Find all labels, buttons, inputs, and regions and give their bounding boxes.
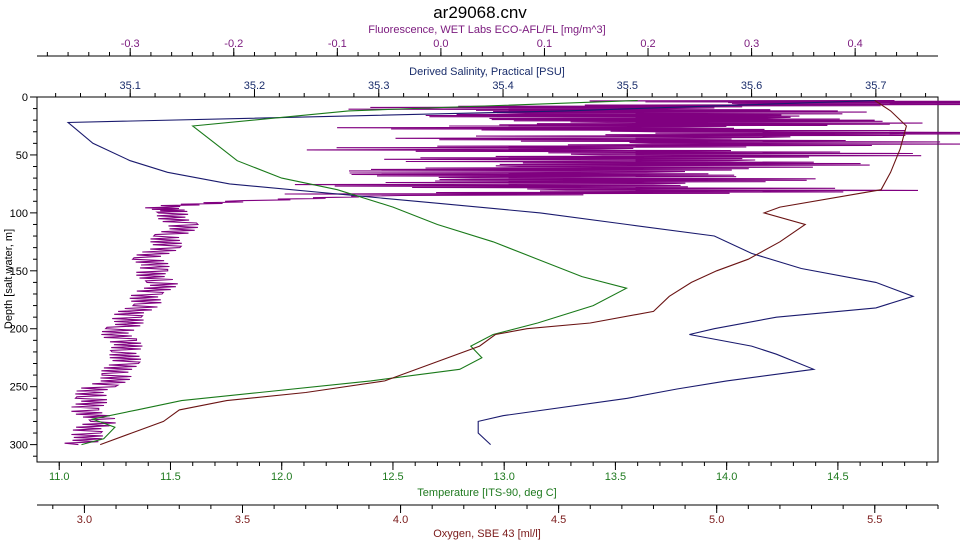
- depth-tick-label: 50: [16, 150, 28, 162]
- oxygen-tick-label: 4.0: [393, 514, 408, 526]
- depth-tick-label: 200: [10, 324, 28, 336]
- temperature-series-line: [81, 99, 638, 446]
- oxygen-axis-label: Oxygen, SBE 43 [ml/l]: [433, 528, 541, 540]
- depth-tick-label: 100: [10, 208, 28, 220]
- temperature-tick-label: 14.5: [827, 471, 848, 483]
- oxygen-tick-label: 5.5: [867, 514, 882, 526]
- fluorescence-axis-label: Fluorescence, WET Labs ECO-AFL/FL [mg/m^…: [368, 24, 605, 36]
- temperature-axis: 11.0 11.5 12.0 12.5 13.0 13.5 14.0 14.5 Temperat…: [37, 461, 938, 499]
- fluorescence-tick-label: 0.2: [640, 38, 655, 50]
- fluorescence-tick-label: 0.4: [848, 38, 863, 50]
- salinity-tick-label: 35.1: [119, 80, 140, 92]
- salinity-series-line: [66, 99, 915, 446]
- chart-title: ar29068.cnv: [433, 3, 527, 22]
- temperature-tick-label: 13.5: [605, 471, 626, 483]
- fluorescence-series-line: [64, 99, 960, 446]
- oxygen-tick-label: 4.5: [551, 514, 566, 526]
- series-layer: [64, 99, 960, 446]
- temperature-tick-label: 11.5: [160, 471, 181, 483]
- temperature-tick-label: 11.0: [49, 471, 70, 483]
- fluorescence-tick-label: 0.0: [433, 38, 448, 50]
- depth-tick-label: 250: [10, 382, 28, 394]
- fluorescence-tick-label: 0.3: [744, 38, 759, 50]
- temperature-tick-label: 12.5: [382, 471, 403, 483]
- oxygen-axis: 3.0 3.5 4.0 4.5 5.0 5.5 Oxygen, SBE 43 [ml/l]: [37, 504, 939, 540]
- oxygen-tick-label: 5.0: [709, 514, 724, 526]
- salinity-axis-label: Derived Salinity, Practical [PSU]: [409, 66, 565, 78]
- oxygen-series-line: [100, 100, 908, 446]
- y-axis-label: Depth [salt water, m]: [3, 229, 15, 329]
- oxygen-tick-label: 3.5: [235, 514, 250, 526]
- salinity-tick-label: 35.2: [244, 80, 265, 92]
- salinity-tick-label: 35.7: [865, 80, 886, 92]
- depth-tick-label: 150: [10, 266, 28, 278]
- temperature-tick-label: 13.0: [493, 471, 514, 483]
- temperature-tick-label: 12.0: [271, 471, 292, 483]
- oxygen-tick-label: 3.0: [77, 514, 92, 526]
- temperature-axis-label: Temperature [ITS-90, deg C]: [417, 487, 556, 499]
- salinity-tick-label: 35.3: [368, 80, 389, 92]
- fluorescence-tick-label: 0.1: [537, 38, 552, 50]
- depth-tick-label: 300: [10, 440, 28, 452]
- salinity-tick-label: 35.6: [741, 80, 762, 92]
- fluorescence-tick-label: -0.2: [224, 38, 243, 50]
- fluorescence-tick-label: -0.1: [328, 38, 347, 50]
- temperature-tick-label: 14.0: [716, 471, 737, 483]
- fluorescence-tick-label: -0.3: [121, 38, 140, 50]
- fluorescence-axis: -0.3 -0.2 -0.1 0.0 0.1 0.2 0.3 0.4 Fluorescence,…: [37, 24, 938, 57]
- depth-axis: 0 50 100 150 200 250 300: [10, 92, 37, 457]
- axes-layer: -0.3 -0.2 -0.1 0.0 0.1 0.2 0.3 0.4 Fluorescence,…: [10, 24, 939, 540]
- salinity-tick-label: 35.4: [492, 80, 513, 92]
- salinity-tick-label: 35.5: [617, 80, 638, 92]
- depth-tick-label: 0: [22, 92, 28, 104]
- salinity-axis: 35.1 35.2 35.3 35.4 35.5 35.6 35.7 Derived Sali…: [37, 66, 938, 98]
